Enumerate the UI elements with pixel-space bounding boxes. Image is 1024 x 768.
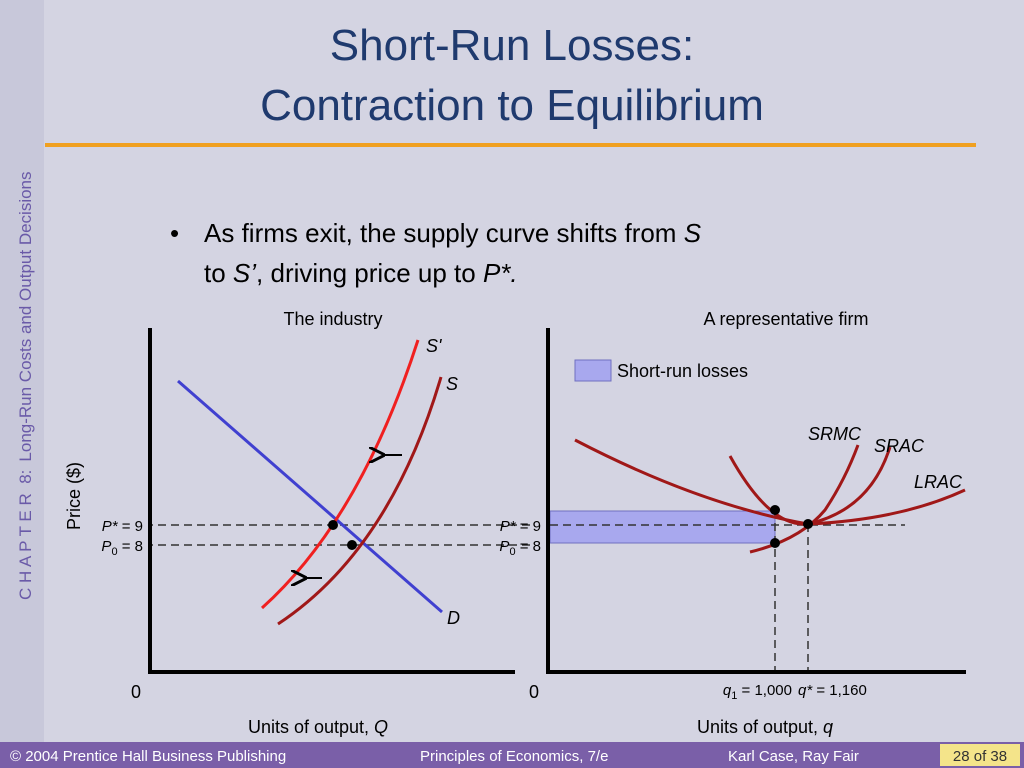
bullet-dot: • <box>170 218 179 248</box>
x-axis-label: Units of output, Q <box>248 717 388 737</box>
x-axis-var: Q <box>374 717 388 737</box>
bullet-text: P*. <box>483 258 518 288</box>
supply-curve <box>277 376 443 626</box>
price-value: = 9 <box>516 518 541 535</box>
origin-label: 0 <box>131 682 141 702</box>
point <box>803 519 813 529</box>
legend-label: Short-run losses <box>617 361 748 381</box>
x-axis-var: q <box>823 717 833 737</box>
panel-title: A representative firm <box>703 309 868 329</box>
price-label: P0 = 8 <box>499 538 541 558</box>
bullet-text: S’ <box>233 258 257 288</box>
quantity-symbol: q* <box>798 682 813 699</box>
price-symbol: P* <box>102 518 119 535</box>
footer-page: 28 of 38 <box>953 748 1007 765</box>
quantity-value: = 1,160 <box>812 682 867 699</box>
curve-label: SRMC <box>808 424 862 444</box>
quantity-subscript: 1 <box>731 690 737 702</box>
bullet: to S’, driving price up to P*. <box>204 258 518 288</box>
footer-book: Principles of Economics, 7/e <box>420 748 608 765</box>
price-symbol: P* <box>500 518 517 535</box>
page-box <box>940 744 1020 766</box>
equilibrium-point <box>347 540 357 550</box>
price-value: = 8 <box>118 538 143 555</box>
supply-curve-new <box>260 339 420 610</box>
bullet: As firms exit, the supply curve shifts f… <box>204 218 702 248</box>
side-topic: Long-Run Costs and Output Decisions <box>16 171 35 461</box>
bullet-text: to <box>204 258 233 288</box>
curve-label: S <box>446 374 458 394</box>
footer-copyright: © 2004 Prentice Hall Business Publishing <box>10 748 286 765</box>
price-label: P* = 9 <box>102 518 143 535</box>
quantity-symbol: q <box>723 682 732 699</box>
demand-curve <box>177 379 443 614</box>
legend-swatch <box>574 359 612 382</box>
point <box>770 505 780 515</box>
price-label: P* = 9 <box>500 518 541 535</box>
title: Contraction to Equilibrium <box>260 81 764 130</box>
price-symbol: P <box>499 538 509 555</box>
side-label: C H A P T E R 8: Long-Run Costs and Outpu… <box>16 171 35 600</box>
bullet-text: , driving price up to <box>256 258 483 288</box>
curve-label: D <box>447 608 460 628</box>
price-subscript: 0 <box>111 546 117 558</box>
quantity-value: = 1,000 <box>737 682 792 699</box>
price-value: = 9 <box>118 518 143 535</box>
point <box>770 538 780 548</box>
curve-label: S' <box>426 336 442 356</box>
curve-label: LRAC <box>914 472 963 492</box>
quantity-label: q1 = 1,000 <box>723 682 792 702</box>
bullet-text: S <box>684 218 702 248</box>
equilibrium-point <box>328 520 338 530</box>
footer-bar <box>0 742 1024 768</box>
panel-title: The industry <box>283 309 382 329</box>
price-label: P0 = 8 <box>101 538 143 558</box>
price-subscript: 0 <box>509 546 515 558</box>
side-chapter: C H A P T E R 8: <box>16 470 35 600</box>
curve-label: SRAC <box>874 436 925 456</box>
side-strip <box>0 0 44 742</box>
x-axis-text: Units of output, <box>248 717 374 737</box>
x-axis-text: Units of output, <box>697 717 823 737</box>
price-symbol: P <box>101 538 111 555</box>
loss-area <box>549 510 776 544</box>
origin-label: 0 <box>529 682 539 702</box>
title: Short-Run Losses: <box>330 21 694 70</box>
x-axis-label: Units of output, q <box>697 717 833 737</box>
footer-authors: Karl Case, Ray Fair <box>728 748 859 765</box>
bullet-text: As firms exit, the supply curve shifts f… <box>204 218 684 248</box>
quantity-label: q* = 1,160 <box>798 682 867 699</box>
price-value: = 8 <box>516 538 541 555</box>
y-axis-label: Price ($) <box>64 462 84 530</box>
